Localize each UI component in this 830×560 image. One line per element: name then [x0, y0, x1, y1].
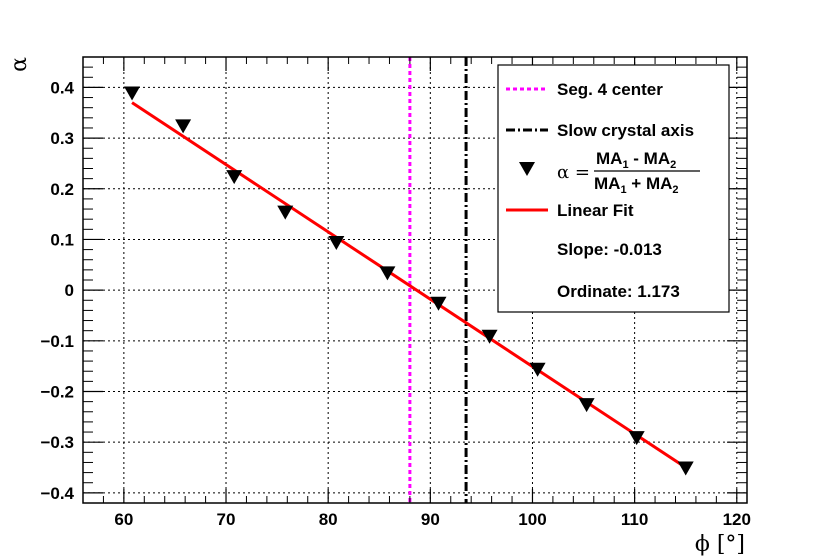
- legend-alpha-symbol: α =: [557, 162, 590, 183]
- reference-lines: [408, 57, 468, 503]
- y-tick-label: −0.2: [40, 383, 74, 402]
- y-tick-label: −0.1: [40, 332, 74, 351]
- x-tick-labels: 60 70 80 90 100 110 120: [114, 510, 751, 529]
- legend-ordinate-label: Ordinate: 1.173: [557, 282, 680, 301]
- data-points: [124, 86, 694, 476]
- data-point: [124, 86, 141, 101]
- x-tick-label: 120: [723, 510, 751, 529]
- grid: [83, 57, 747, 503]
- y-tick-label: −0.4: [40, 484, 74, 503]
- x-tick-label: 100: [518, 510, 546, 529]
- linear-fit-line: [131, 101, 687, 469]
- legend-box: [497, 64, 730, 313]
- legend-linear-fit-label: Linear Fit: [557, 201, 634, 220]
- data-point: [628, 431, 645, 446]
- fit-line-group: [131, 101, 687, 469]
- legend-seg-center-label: Seg. 4 center: [557, 80, 663, 99]
- data-point: [175, 119, 192, 134]
- data-point: [430, 296, 447, 311]
- legend: Seg. 4 center Slow crystal axis α = MA1 …: [497, 64, 730, 313]
- y-tick-labels: 0.4 0.3 0.2 0.1 0 −0.1 −0.2 −0.3 −0.4: [40, 78, 74, 502]
- y-tick-label: 0.4: [50, 78, 74, 97]
- x-tick-label: 70: [217, 510, 236, 529]
- data-point: [578, 398, 595, 413]
- y-tick-label: 0.2: [50, 180, 74, 199]
- x-tick-label: 110: [621, 510, 648, 529]
- data-point: [677, 461, 694, 476]
- y-tick-label: 0.3: [50, 129, 74, 148]
- legend-slow-axis-label: Slow crystal axis: [557, 121, 694, 140]
- legend-slope-label: Slope: -0.013: [557, 240, 662, 259]
- data-point: [379, 266, 396, 281]
- x-tick-label: 80: [319, 510, 338, 529]
- legend-numerator: MA1 - MA2: [596, 149, 676, 171]
- x-tick-label: 90: [421, 510, 440, 529]
- x-axis-title: ϕ [°]: [695, 532, 745, 557]
- x-tick-label: 60: [114, 510, 133, 529]
- data-point: [481, 329, 498, 344]
- data-point: [328, 235, 345, 250]
- data-point: [277, 205, 294, 220]
- axis-ticks: [82, 56, 747, 504]
- y-tick-label: −0.3: [40, 433, 74, 452]
- y-axis-title: α: [7, 57, 32, 72]
- legend-denominator: MA1 + MA2: [594, 174, 679, 196]
- legend-triangle-marker: [519, 162, 535, 176]
- y-tick-label: 0: [65, 281, 74, 300]
- data-point: [226, 170, 243, 185]
- data-point: [529, 362, 546, 377]
- y-tick-label: 0.1: [50, 230, 74, 249]
